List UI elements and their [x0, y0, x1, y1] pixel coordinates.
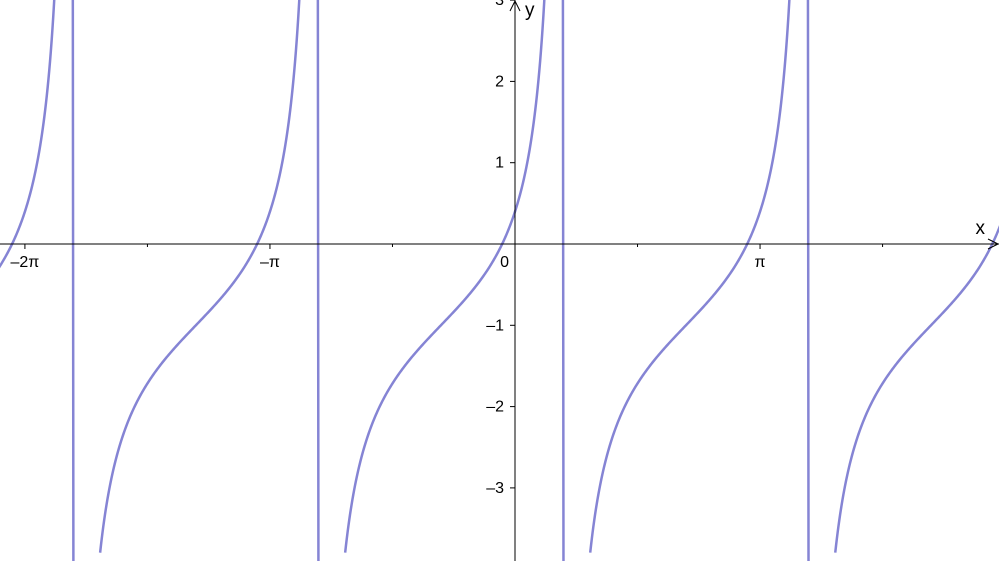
- y-tick-label: –1: [486, 317, 504, 334]
- tangent-chart: –2π –π 0 π 3 2 1 –1 –2 –3 x y: [0, 0, 999, 561]
- x-tick-label: –π: [260, 254, 280, 271]
- y-axis-label: y: [525, 0, 535, 21]
- y-tick-label: –3: [486, 480, 504, 497]
- y-tick-label: 1: [495, 155, 504, 172]
- chart-container: –2π –π 0 π 3 2 1 –1 –2 –3 x y: [0, 0, 999, 561]
- x-tick-label: –2π: [10, 254, 39, 271]
- x-tick-label: 0: [500, 254, 509, 271]
- x-tick-label: π: [755, 254, 766, 271]
- x-axis-label: x: [976, 218, 986, 239]
- y-tick-label: 3: [495, 0, 504, 9]
- y-tick-label: –2: [486, 399, 504, 416]
- y-tick-label: 2: [495, 73, 504, 90]
